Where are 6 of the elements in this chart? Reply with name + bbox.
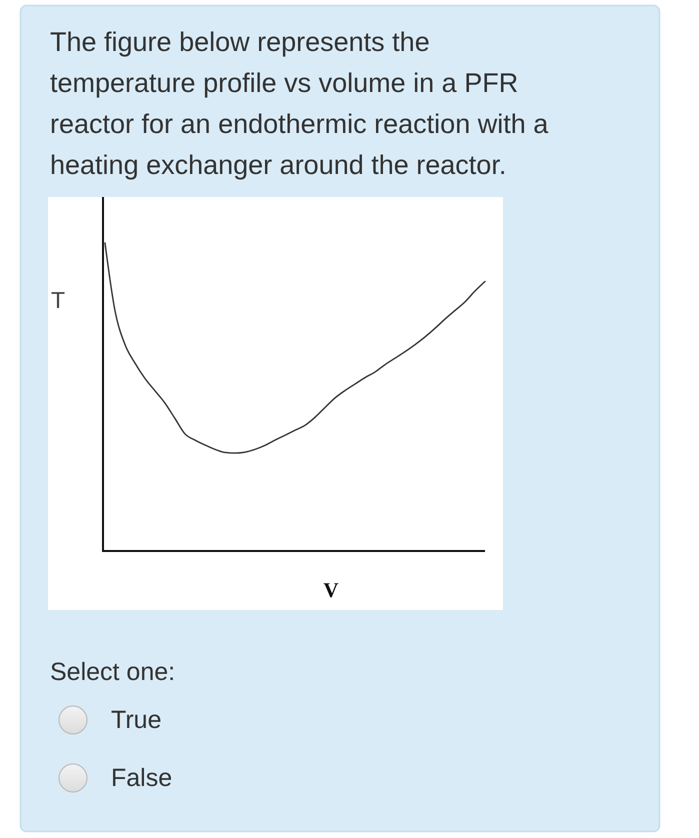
text: False [111,763,172,794]
x-axis-title: V [323,578,339,602]
chart-title: The figure below represents the temperature profile vs volume in a PFR reactor for an endothermic reaction with a heating exchanger around the reactor. [50,26,550,182]
text: Select one: [50,657,176,688]
y-axis-title: T [50,287,66,313]
text: True [111,705,162,736]
